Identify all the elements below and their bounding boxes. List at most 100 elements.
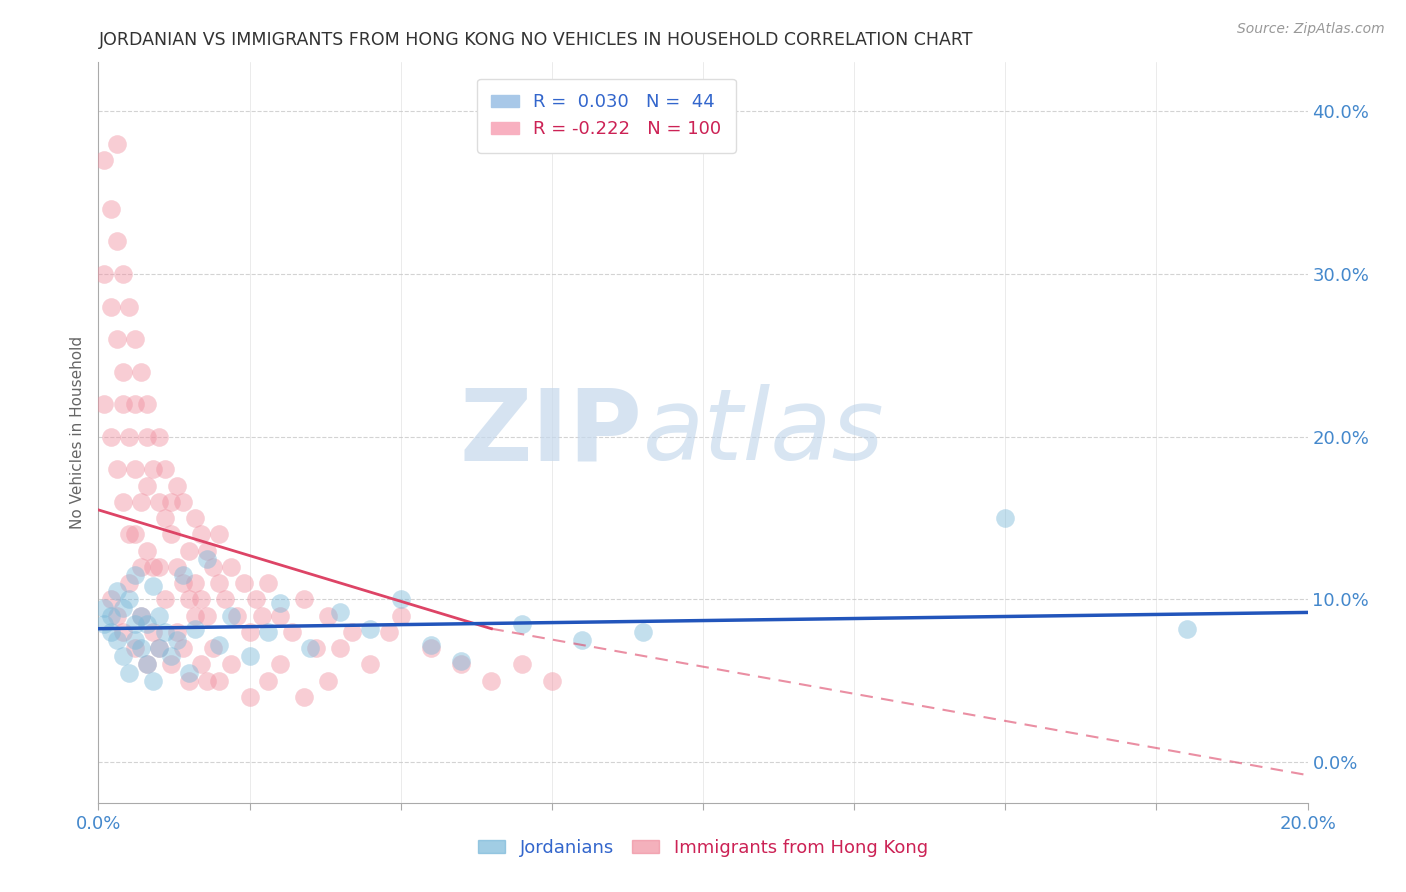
Point (389, 592, 412, 607)
Point (450, 657, 472, 672)
Point (111, 649, 134, 664)
Point (135, 397, 157, 411)
Point (111, 365, 134, 379)
Point (129, 608, 152, 623)
Point (299, 641, 322, 656)
Point (184, 608, 207, 623)
Point (105, 235, 128, 249)
Point (124, 527, 146, 541)
Point (148, 430, 170, 444)
Point (124, 616, 146, 631)
Text: atlas: atlas (643, 384, 884, 481)
Point (269, 657, 291, 672)
Point (111, 624, 134, 639)
Point (105, 136, 128, 151)
Point (105, 608, 128, 623)
Point (389, 608, 412, 623)
Point (195, 673, 218, 688)
Text: ZIP: ZIP (460, 384, 643, 481)
Point (118, 300, 141, 314)
Point (179, 673, 201, 688)
Point (208, 638, 231, 652)
Point (118, 592, 141, 607)
Point (105, 332, 128, 346)
Point (202, 559, 225, 574)
Point (135, 543, 157, 558)
Point (172, 641, 194, 656)
Point (179, 543, 201, 558)
Point (142, 559, 165, 574)
Point (1175, 622, 1198, 636)
Point (100, 202, 122, 216)
Point (142, 462, 165, 476)
Point (208, 527, 231, 541)
Point (100, 430, 122, 444)
Point (360, 622, 382, 636)
Point (135, 616, 157, 631)
Point (105, 462, 128, 476)
Point (256, 624, 278, 639)
Point (148, 559, 170, 574)
Point (124, 332, 146, 346)
Point (292, 690, 315, 704)
Point (172, 568, 194, 582)
Point (129, 495, 152, 509)
Point (256, 673, 278, 688)
Point (256, 576, 278, 591)
Point (148, 495, 170, 509)
Point (118, 665, 141, 680)
Point (93, 153, 115, 167)
Point (160, 495, 183, 509)
Point (93, 616, 115, 631)
Point (184, 622, 207, 636)
Point (281, 624, 304, 639)
Point (232, 576, 254, 591)
Point (129, 559, 152, 574)
Point (166, 559, 188, 574)
Point (221, 559, 243, 574)
Point (269, 608, 291, 623)
Point (250, 608, 273, 623)
Point (190, 527, 212, 541)
Point (195, 543, 218, 558)
Point (631, 624, 654, 639)
Point (100, 592, 122, 607)
Point (111, 267, 134, 281)
Point (202, 641, 225, 656)
Point (111, 495, 134, 509)
Point (377, 624, 399, 639)
Point (148, 608, 170, 623)
Point (148, 641, 170, 656)
Point (481, 673, 503, 688)
Point (221, 657, 243, 672)
Point (195, 608, 218, 623)
Point (166, 633, 188, 648)
Text: Source: ZipAtlas.com: Source: ZipAtlas.com (1237, 22, 1385, 37)
Point (316, 608, 339, 623)
Point (190, 592, 212, 607)
Point (208, 576, 231, 591)
Point (100, 624, 122, 639)
Text: JORDANIAN VS IMMIGRANTS FROM HONG KONG NO VEHICLES IN HOUSEHOLD CORRELATION CHAR: JORDANIAN VS IMMIGRANTS FROM HONG KONG N… (98, 31, 973, 49)
Point (93, 600, 115, 615)
Point (111, 600, 134, 615)
Point (420, 638, 443, 652)
Point (208, 673, 231, 688)
Point (540, 673, 562, 688)
Point (124, 633, 146, 648)
Point (160, 649, 183, 664)
Point (316, 673, 339, 688)
Point (329, 641, 352, 656)
Point (226, 608, 249, 623)
Point (172, 576, 194, 591)
Point (239, 649, 262, 664)
Point (160, 527, 183, 541)
Point (148, 641, 170, 656)
Point (111, 397, 134, 411)
Point (124, 397, 146, 411)
Point (239, 690, 262, 704)
Point (292, 592, 315, 607)
Point (124, 641, 146, 656)
Point (100, 608, 122, 623)
Point (510, 657, 533, 672)
